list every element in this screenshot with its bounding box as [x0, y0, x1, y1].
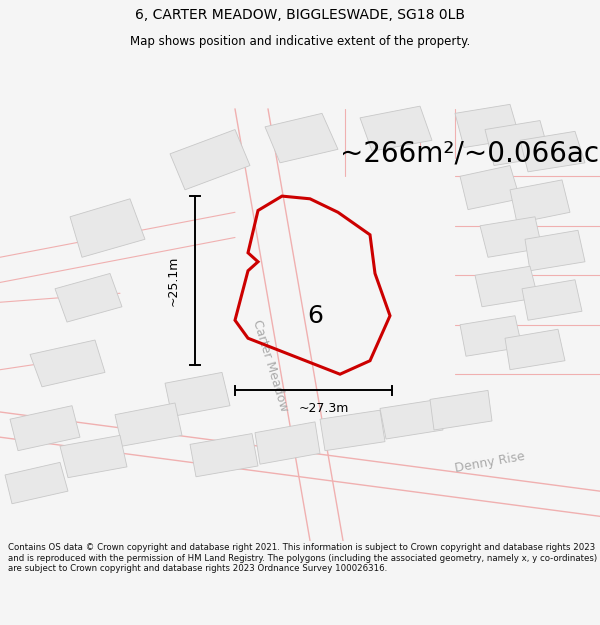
Polygon shape [505, 329, 565, 370]
Polygon shape [60, 436, 127, 478]
Text: ~266m²/~0.066ac.: ~266m²/~0.066ac. [340, 140, 600, 168]
Polygon shape [30, 340, 105, 387]
Text: 6: 6 [307, 304, 323, 328]
Polygon shape [115, 403, 182, 446]
Polygon shape [320, 410, 385, 451]
Polygon shape [525, 230, 585, 271]
Polygon shape [5, 462, 68, 504]
Polygon shape [380, 399, 443, 439]
Polygon shape [360, 106, 432, 151]
Text: Denny Rise: Denny Rise [454, 450, 526, 475]
Polygon shape [265, 113, 338, 163]
Text: Contains OS data © Crown copyright and database right 2021. This information is : Contains OS data © Crown copyright and d… [8, 543, 597, 573]
Polygon shape [520, 131, 585, 172]
Text: 6, CARTER MEADOW, BIGGLESWADE, SG18 0LB: 6, CARTER MEADOW, BIGGLESWADE, SG18 0LB [135, 8, 465, 22]
Polygon shape [460, 316, 522, 356]
Polygon shape [522, 280, 582, 320]
Polygon shape [480, 217, 542, 258]
Text: ~25.1m: ~25.1m [167, 256, 179, 306]
Polygon shape [70, 199, 145, 258]
Polygon shape [510, 180, 570, 223]
Polygon shape [460, 166, 520, 209]
Polygon shape [165, 372, 230, 416]
Polygon shape [485, 121, 550, 166]
Polygon shape [455, 104, 520, 148]
Text: Map shows position and indicative extent of the property.: Map shows position and indicative extent… [130, 35, 470, 48]
Polygon shape [475, 266, 538, 307]
Polygon shape [55, 274, 122, 322]
Polygon shape [170, 129, 250, 190]
Text: ~27.3m: ~27.3m [298, 402, 349, 415]
Polygon shape [190, 434, 258, 477]
Text: Carter Meadow: Carter Meadow [250, 318, 290, 412]
Polygon shape [430, 391, 492, 430]
Polygon shape [255, 422, 320, 464]
Polygon shape [10, 406, 80, 451]
